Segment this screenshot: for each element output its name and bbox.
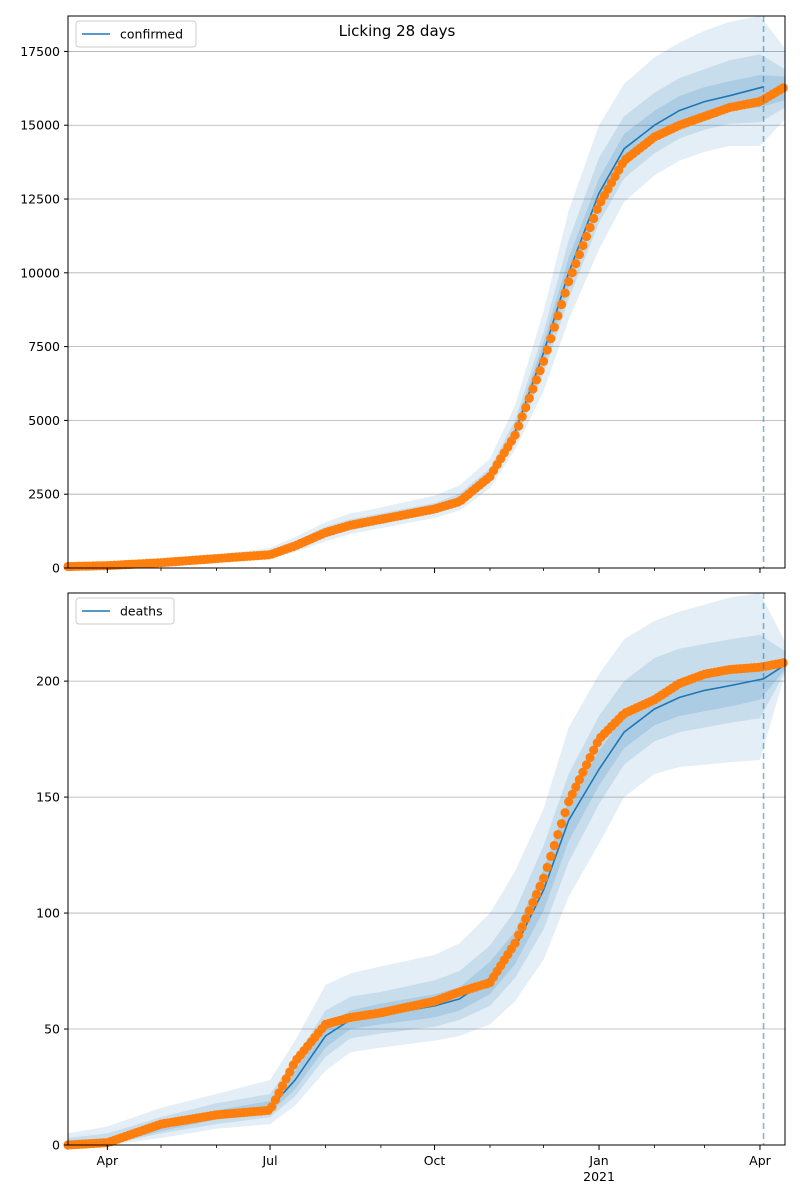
- observed-point: [517, 412, 527, 422]
- deaths-legend: deaths: [75, 597, 175, 625]
- deaths-axes-frame: [67, 592, 786, 1146]
- observed-point: [539, 873, 549, 883]
- deaths-legend-label: deaths: [120, 604, 163, 619]
- x-tick-label: Oct: [424, 1153, 446, 1168]
- observed-point: [510, 430, 520, 440]
- observed-point: [578, 240, 588, 251]
- y-tick-label: 7500: [28, 339, 60, 354]
- observed-point: [270, 1095, 281, 1105]
- x-tick-label: Jan: [588, 1153, 608, 1168]
- observed-point: [581, 760, 592, 770]
- confirmed-legend-box: [75, 20, 197, 48]
- observed-point: [546, 851, 556, 862]
- observed-point: [589, 213, 599, 224]
- observed-point: [567, 789, 577, 799]
- observed-point: [574, 249, 584, 260]
- observed-point: [528, 384, 538, 394]
- observed-point: [535, 881, 545, 891]
- y-tick-label: 12500: [20, 192, 60, 207]
- y-tick-label: 10000: [20, 265, 60, 280]
- observed-point: [539, 356, 549, 366]
- observed-point: [517, 922, 527, 932]
- observed-point: [549, 840, 559, 851]
- y-tick-label: 2500: [28, 487, 60, 502]
- y-tick-label: 15000: [20, 118, 60, 133]
- y-tick-label: 17500: [20, 44, 60, 59]
- observed-point: [571, 259, 581, 269]
- observed-point: [589, 745, 599, 755]
- observed-point: [567, 268, 577, 278]
- observed-point: [285, 1067, 295, 1077]
- band-inner: [68, 657, 785, 1145]
- band-middle: [68, 634, 785, 1145]
- confirmed-grid: [68, 51, 785, 495]
- y-tick-label: 150: [36, 790, 60, 805]
- y-tick-label: 50: [44, 1022, 60, 1037]
- observed-point: [521, 402, 531, 413]
- observed-point: [531, 889, 542, 900]
- observed-point: [267, 1102, 277, 1112]
- observed-point: [524, 906, 534, 916]
- observed-point: [553, 829, 563, 840]
- deaths-grid: [68, 680, 785, 1030]
- observed-point: [778, 83, 788, 93]
- observed-point: [542, 862, 552, 872]
- confirmed-legend-label: confirmed: [120, 27, 183, 42]
- observed-point: [556, 299, 567, 310]
- observed-point: [564, 277, 574, 287]
- observed-point: [592, 204, 602, 215]
- observed-point: [585, 222, 595, 233]
- observed-point: [513, 930, 524, 940]
- y-tick-label: 0: [52, 561, 60, 576]
- observed-point: [524, 393, 534, 403]
- observed-point: [556, 819, 567, 829]
- observed-point: [581, 231, 592, 242]
- y-tick-label: 0: [52, 1138, 60, 1153]
- observed-point: [535, 365, 545, 376]
- observed-point: [571, 782, 581, 792]
- observed-point: [531, 375, 542, 385]
- observed-point: [549, 322, 559, 332]
- x-tick-label: Apr: [97, 1153, 119, 1168]
- observed-point: [274, 1088, 284, 1098]
- observed-point: [553, 311, 563, 321]
- observed-point: [585, 752, 595, 763]
- observed-point: [564, 797, 574, 807]
- x-tick-label: Jul: [262, 1153, 278, 1168]
- confirmed-axes-frame: [67, 15, 786, 569]
- y-tick-label: 5000: [28, 413, 60, 428]
- observed-point: [521, 914, 531, 924]
- band-outer: [68, 16, 785, 568]
- observed-point: [510, 938, 520, 948]
- observed-point: [578, 767, 588, 777]
- confirmed-legend: confirmed: [75, 20, 197, 48]
- observed-point: [560, 288, 570, 298]
- observed-point: [542, 345, 552, 355]
- observed-point: [574, 775, 584, 785]
- y-tick-label: 200: [36, 674, 60, 689]
- observed-point: [277, 1081, 288, 1091]
- observed-point: [546, 333, 556, 344]
- observed-point: [513, 421, 524, 431]
- x-year-label: 2021: [583, 1169, 615, 1184]
- observed-point: [778, 658, 788, 668]
- confirmed-axis-ticks: 0 2500 5000 7500 10000 12500 15000 17500: [20, 44, 761, 576]
- observed-point: [281, 1074, 291, 1084]
- observed-point: [528, 898, 538, 908]
- confirmed-panel: 0 2500 5000 7500 10000 12500 15000 17500 confir…: [20, 15, 788, 576]
- chart-title: Licking 28 days: [339, 22, 456, 40]
- y-tick-label: 100: [36, 906, 60, 921]
- deaths-legend-box: [75, 597, 175, 625]
- observed-point: [560, 808, 570, 818]
- x-tick-label: Apr: [749, 1153, 771, 1168]
